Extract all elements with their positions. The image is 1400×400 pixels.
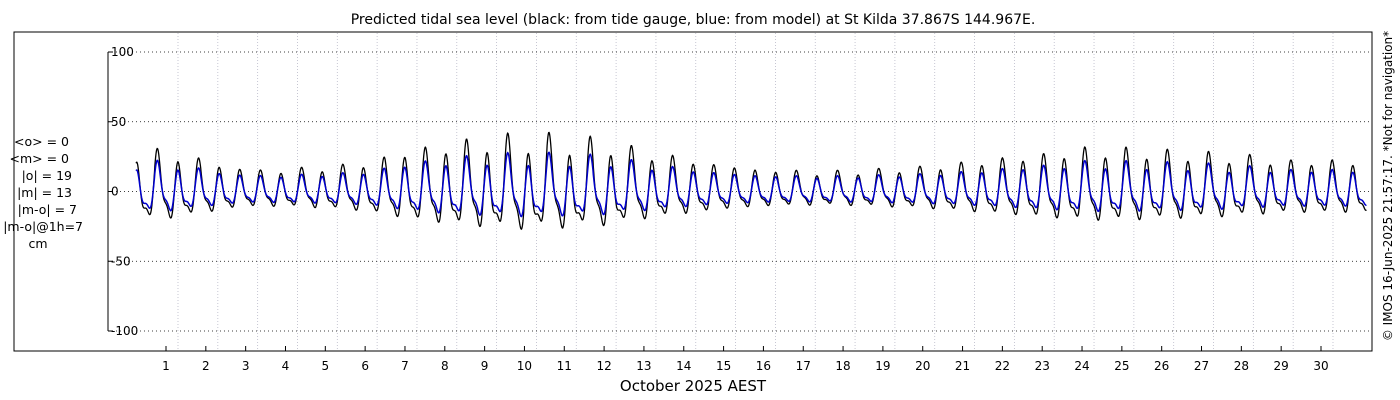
x-tick-label: 2 — [202, 359, 210, 373]
y-tick-label: 0 — [111, 185, 119, 199]
series-line-model — [135, 151, 1367, 218]
chart-title: Predicted tidal sea level (black: from t… — [351, 12, 1036, 28]
x-tick-label: 9 — [481, 359, 489, 373]
grid — [108, 33, 1372, 350]
series-group — [135, 131, 1367, 231]
x-tick-label: 24 — [1074, 359, 1089, 373]
x-tick-label: 6 — [361, 359, 369, 373]
x-tick-label: 15 — [716, 359, 731, 373]
x-tick-label: 19 — [875, 359, 890, 373]
x-tick-label: 22 — [995, 359, 1010, 373]
x-tick-label: 21 — [955, 359, 970, 373]
x-tick-label: 5 — [321, 359, 329, 373]
x-tick-label: 11 — [557, 359, 572, 373]
x-tick-label: 28 — [1234, 359, 1249, 373]
x-tick-label: 17 — [796, 359, 811, 373]
y-tick-label: 100 — [111, 45, 134, 59]
stat-mean-observed: <o> = 0 — [14, 134, 69, 149]
x-tick-label: 26 — [1154, 359, 1169, 373]
y-tick-label: -100 — [111, 324, 138, 338]
stat-unit: cm — [28, 236, 47, 251]
x-tick-label: 13 — [636, 359, 651, 373]
x-axis-label: October 2025 AEST — [620, 377, 767, 395]
x-tick-label: 29 — [1274, 359, 1289, 373]
x-tick-label: 18 — [835, 359, 850, 373]
x-axis: 1 2 3 4 5 6 7 8 9 10 11 12 13 14 15 16 17 18 19 20 21 22 23 24 2… — [162, 346, 1329, 373]
x-tick-label: 10 — [517, 359, 532, 373]
plot-frame — [13, 31, 1373, 352]
x-tick-label: 23 — [1035, 359, 1050, 373]
x-tick-label: 8 — [441, 359, 449, 373]
stat-abs-model: |m| = 13 — [17, 185, 72, 200]
x-tick-label: 20 — [915, 359, 930, 373]
x-tick-label: 16 — [756, 359, 771, 373]
stat-abs-diff: |m-o| = 7 — [18, 202, 77, 217]
x-tick-label: 3 — [242, 359, 250, 373]
x-tick-label: 27 — [1194, 359, 1209, 373]
x-tick-label: 7 — [401, 359, 409, 373]
x-tick-label: 1 — [162, 359, 170, 373]
stats-block: <o> = 0 <m> = 0 |o| = 19 |m| = 13 |m-o| … — [3, 134, 83, 251]
stat-abs-observed: |o| = 19 — [22, 168, 72, 183]
y-axis: 100 50 0 -50 -100 — [107, 45, 138, 338]
y-tick-label: 50 — [111, 115, 126, 129]
x-tick-label: 12 — [596, 359, 611, 373]
footer-credit: © IMOS 16-Jun-2025 21:57:17. *Not for na… — [1381, 31, 1395, 341]
y-tick-label: -50 — [111, 254, 131, 268]
stat-mean-model: <m> = 0 — [10, 151, 70, 166]
x-tick-label: 14 — [676, 359, 691, 373]
x-tick-label: 25 — [1114, 359, 1129, 373]
stat-abs-diff-1h: |m-o|@1h=7 — [3, 219, 83, 234]
x-tick-label: 4 — [282, 359, 290, 373]
x-tick-label: 30 — [1313, 359, 1328, 373]
